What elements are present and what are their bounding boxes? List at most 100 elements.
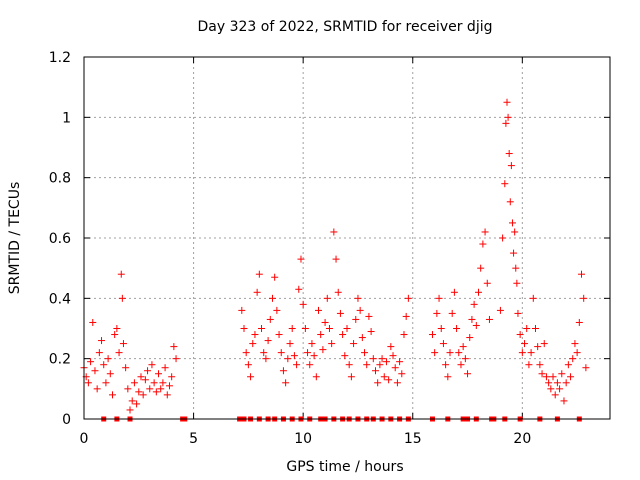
data-point xyxy=(87,358,95,366)
data-point xyxy=(529,294,537,302)
data-point xyxy=(161,364,169,372)
data-point xyxy=(279,367,287,375)
data-point xyxy=(450,288,458,296)
data-point xyxy=(91,367,99,375)
data-point xyxy=(508,219,516,227)
x-tick-label: 10 xyxy=(294,431,312,447)
data-point xyxy=(525,361,533,369)
data-point xyxy=(119,340,127,348)
data-point xyxy=(325,325,333,332)
data-point xyxy=(328,340,336,348)
data-point xyxy=(170,343,178,351)
data-point xyxy=(332,255,340,263)
y-tick-label: 0.2 xyxy=(49,352,71,368)
data-point xyxy=(404,294,412,302)
data-point xyxy=(172,355,180,363)
data-point xyxy=(431,349,439,357)
data-point xyxy=(255,270,263,278)
data-point xyxy=(505,150,513,158)
data-point xyxy=(571,340,579,348)
data-point xyxy=(540,340,548,348)
data-point xyxy=(464,370,472,378)
data-point xyxy=(367,328,375,336)
data-point xyxy=(459,343,467,351)
data-point xyxy=(277,349,285,357)
data-point xyxy=(128,397,136,405)
data-point xyxy=(455,349,463,357)
data-point xyxy=(238,306,246,314)
data-point xyxy=(398,370,406,378)
data-point xyxy=(382,358,390,366)
data-point xyxy=(264,337,272,345)
data-point xyxy=(358,334,366,342)
data-point xyxy=(251,331,259,339)
data-point xyxy=(137,373,145,381)
data-point xyxy=(439,340,447,348)
data-point xyxy=(150,379,158,387)
data-point xyxy=(446,349,454,357)
data-point xyxy=(117,270,125,278)
data-point xyxy=(133,400,141,408)
data-point xyxy=(481,228,489,236)
data-point xyxy=(130,379,138,387)
data-point xyxy=(165,382,173,390)
data-point xyxy=(380,373,388,381)
data-point xyxy=(547,385,555,393)
data-point xyxy=(93,385,101,393)
data-point xyxy=(159,379,167,387)
data-point xyxy=(536,361,544,369)
data-point xyxy=(118,294,126,302)
y-tick-label: 1 xyxy=(62,110,71,126)
data-point xyxy=(89,318,97,326)
data-point xyxy=(152,388,160,396)
data-points xyxy=(80,98,590,422)
data-point xyxy=(444,373,452,381)
data-point xyxy=(297,255,305,263)
data-point xyxy=(95,349,103,357)
grid xyxy=(84,57,610,419)
data-point xyxy=(122,364,130,372)
data-point xyxy=(286,340,294,348)
data-point xyxy=(310,352,318,360)
data-point xyxy=(312,373,320,381)
data-point xyxy=(260,349,268,357)
data-point xyxy=(148,361,156,369)
data-point xyxy=(163,391,171,399)
data-point xyxy=(350,340,358,348)
data-point xyxy=(262,355,270,363)
data-point xyxy=(400,331,408,339)
data-point xyxy=(457,361,465,369)
data-point xyxy=(293,361,301,369)
data-point xyxy=(468,315,476,323)
data-point xyxy=(273,306,281,314)
data-point xyxy=(345,361,353,369)
data-point xyxy=(374,379,382,387)
y-tick-label: 0.6 xyxy=(49,231,71,247)
data-point xyxy=(108,391,116,399)
x-tick-label: 5 xyxy=(189,431,198,447)
data-point xyxy=(361,349,369,357)
data-point xyxy=(551,391,559,399)
data-point xyxy=(315,306,323,314)
data-point xyxy=(268,294,276,302)
data-point xyxy=(356,306,364,314)
data-point xyxy=(253,288,261,296)
data-point xyxy=(461,355,469,363)
data-point xyxy=(573,349,581,357)
data-point xyxy=(511,228,519,236)
data-point xyxy=(102,379,110,387)
data-point xyxy=(321,318,329,326)
data-point xyxy=(433,309,441,317)
data-point xyxy=(387,343,395,351)
data-point xyxy=(301,325,309,332)
data-point xyxy=(448,309,456,317)
chart-title: Day 323 of 2022, SRMTID for receiver dji… xyxy=(198,19,493,35)
y-tick-label: 1.2 xyxy=(49,50,71,66)
data-point xyxy=(437,325,445,332)
data-point xyxy=(104,355,112,363)
data-point xyxy=(534,343,542,351)
data-point xyxy=(378,355,386,363)
data-point xyxy=(135,388,143,396)
data-point xyxy=(564,361,572,369)
plot-frame xyxy=(83,56,611,420)
